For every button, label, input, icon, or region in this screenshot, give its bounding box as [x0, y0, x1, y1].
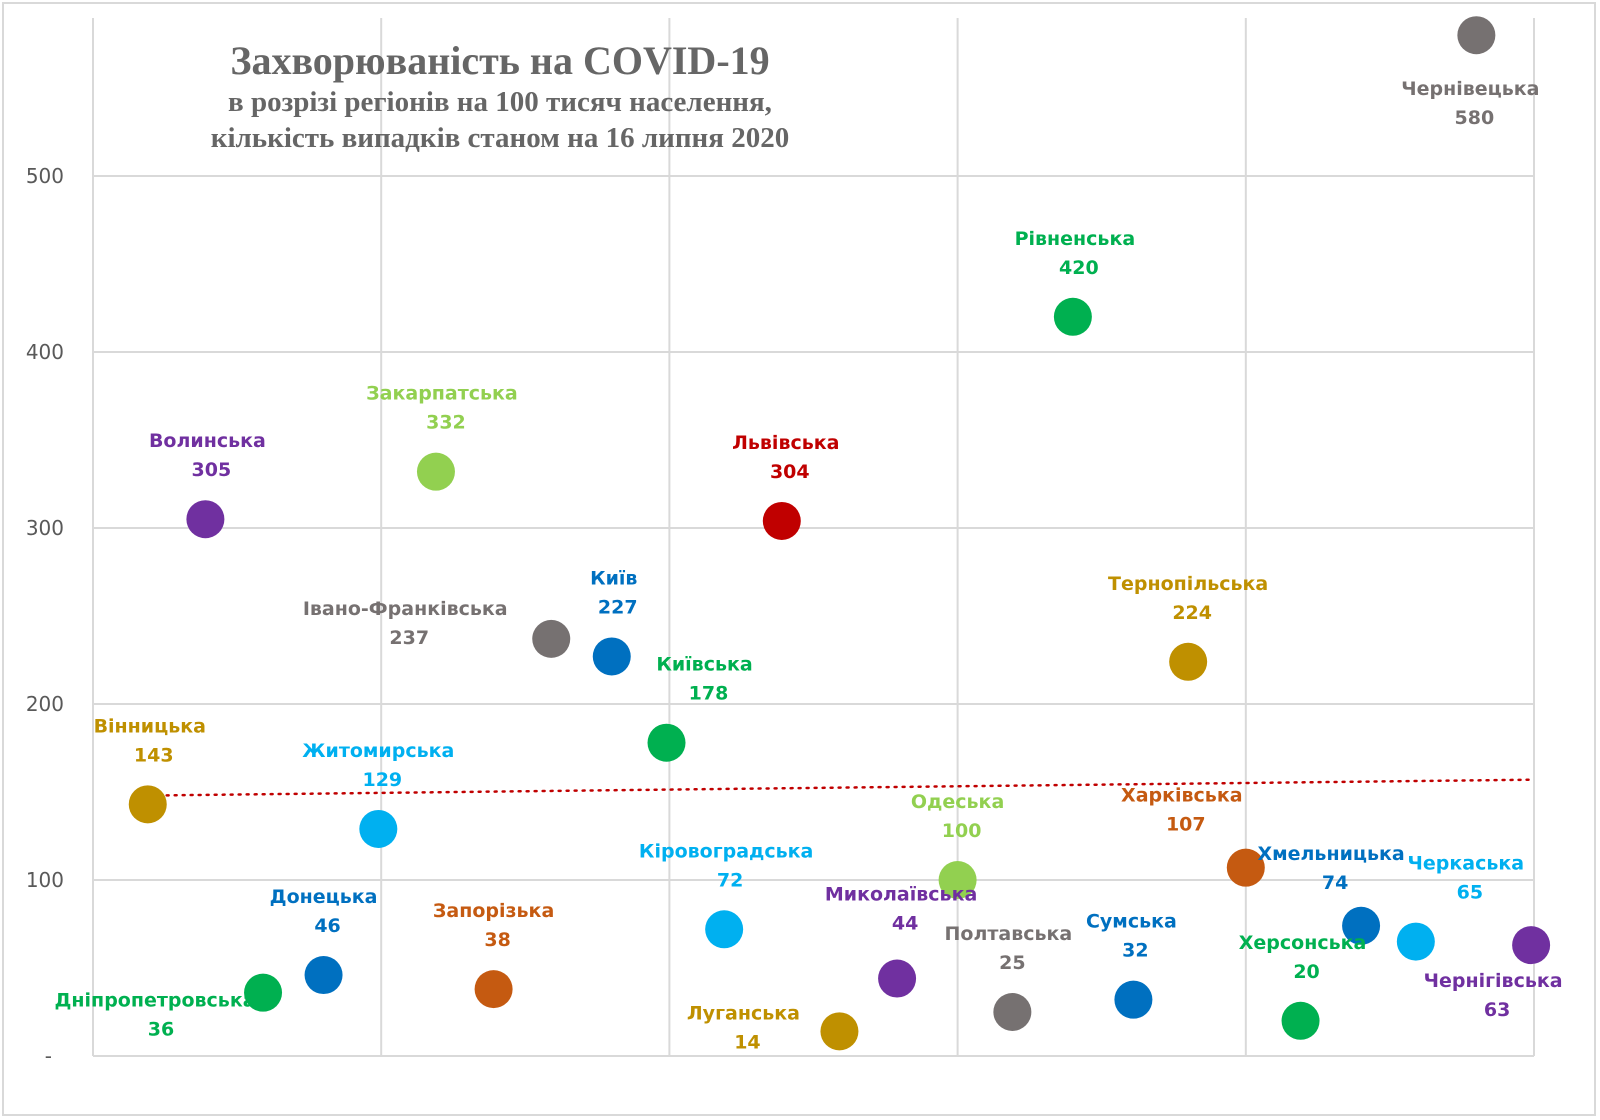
y-tick-label: -: [45, 1044, 52, 1068]
data-point: [878, 959, 917, 998]
data-label-value: 420: [1059, 257, 1099, 279]
data-label-value: 305: [192, 459, 232, 481]
data-label-name: Запорізька: [433, 900, 554, 922]
y-tick-label: 500: [26, 164, 64, 188]
data-label-name: Тернопільська: [1108, 573, 1268, 595]
data-label-value: 143: [134, 744, 174, 766]
data-label-value: 237: [389, 627, 429, 649]
data-label-name: Чернігівська: [1424, 970, 1563, 992]
data-point: [1169, 642, 1208, 681]
data-label-value: 304: [770, 461, 810, 483]
data-label-name: Херсонська: [1239, 932, 1367, 954]
data-label-name: Одеська: [911, 791, 1004, 813]
data-label-value: 46: [314, 915, 340, 937]
data-point: [993, 993, 1032, 1031]
data-point: [1053, 297, 1092, 336]
data-label-name: Харківська: [1121, 785, 1243, 807]
data-label-value: 36: [148, 1019, 174, 1041]
data-label-value: 107: [1166, 814, 1206, 836]
data-label-value: 65: [1457, 882, 1483, 904]
data-label-name: Київська: [656, 654, 752, 676]
data-label-value: 227: [598, 596, 638, 618]
data-point: [1342, 906, 1381, 945]
data-label-value: 100: [942, 820, 982, 842]
y-axis-ticks: - 100 200 300 400 500: [26, 164, 64, 1068]
data-point: [1457, 16, 1496, 55]
data-point: [128, 785, 167, 824]
data-label-value: 20: [1293, 961, 1319, 983]
chart-title-block: Захворюваність на COVID-19 в розрізі рег…: [150, 38, 850, 156]
data-point: [1226, 848, 1265, 887]
data-label-name: Львівська: [732, 432, 839, 454]
data-label-name: Закарпатська: [366, 383, 518, 405]
data-label-value: 63: [1484, 999, 1510, 1021]
data-point: [592, 637, 631, 676]
data-label-name: Черкаська: [1408, 853, 1525, 875]
data-label-value: 32: [1122, 940, 1148, 962]
data-label-value: 74: [1322, 872, 1348, 894]
data-label-name: Київ: [590, 567, 637, 589]
data-points: [128, 16, 1551, 1051]
data-label-value: 580: [1455, 107, 1495, 129]
data-label-name: Миколаївська: [825, 884, 977, 906]
data-point: [416, 452, 455, 491]
data-point: [647, 723, 686, 762]
data-label-name: Полтавська: [944, 923, 1072, 945]
data-point: [532, 619, 571, 658]
trendline: [149, 778, 1536, 797]
data-point: [244, 973, 283, 1012]
gridlines: [92, 18, 1535, 1057]
data-label-name: Вінницька: [94, 715, 206, 737]
data-label-name: Чернівецька: [1401, 78, 1539, 100]
trendline-group: [149, 778, 1536, 797]
y-tick-label: 200: [26, 692, 64, 716]
data-point: [705, 910, 744, 949]
data-label-name: Івано-Франківська: [303, 598, 508, 620]
data-labels: Чернівецька 580 Рівненська 420 Закарпатська 3…: [55, 78, 1563, 1053]
data-label-name: Донецька: [270, 886, 378, 908]
data-label-name: Хмельницька: [1257, 843, 1404, 865]
data-label-value: 38: [484, 929, 510, 951]
chart-title: Захворюваність на COVID-19: [230, 38, 770, 83]
chart-subtitle-line-1: в розрізі регіонів на 100 тисяч населенн…: [228, 86, 772, 118]
data-label-name: Кіровоградська: [639, 840, 813, 862]
data-label-name: Волинська: [149, 430, 266, 452]
data-label-value: 178: [689, 683, 729, 705]
data-label-name: Дніпропетровська: [55, 990, 256, 1012]
data-label-value: 14: [734, 1031, 760, 1053]
data-point: [304, 956, 343, 995]
data-label-name: Житомирська: [302, 740, 454, 762]
data-point: [474, 970, 513, 1009]
data-label-name: Сумська: [1086, 911, 1177, 933]
y-tick-label: 100: [26, 868, 64, 892]
data-label-name: Рівненська: [1015, 228, 1136, 250]
data-label-value: 25: [999, 952, 1025, 974]
y-tick-label: 400: [26, 340, 64, 364]
data-point: [762, 501, 801, 540]
data-label-value: 44: [892, 913, 918, 935]
data-point: [1396, 922, 1435, 961]
chart-subtitle-line-2: кількість випадків станом на 16 липня 20…: [210, 122, 790, 154]
data-point: [938, 861, 977, 899]
data-point: [186, 500, 225, 539]
data-point: [1114, 980, 1153, 1019]
data-label-value: 72: [717, 869, 743, 891]
data-label-value: 224: [1172, 602, 1212, 624]
data-label-value: 129: [362, 769, 402, 791]
data-label-name: Луганська: [687, 1002, 800, 1024]
data-label-value: 332: [426, 412, 466, 434]
y-tick-label: 300: [26, 516, 64, 540]
data-point: [820, 1012, 859, 1051]
data-point: [1281, 1001, 1320, 1040]
data-point: [1512, 926, 1551, 965]
data-point: [359, 809, 398, 848]
